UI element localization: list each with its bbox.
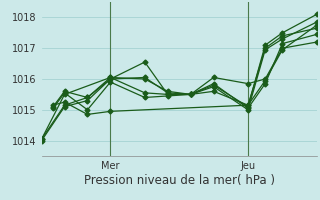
X-axis label: Pression niveau de la mer( hPa ): Pression niveau de la mer( hPa ) [84, 174, 275, 187]
